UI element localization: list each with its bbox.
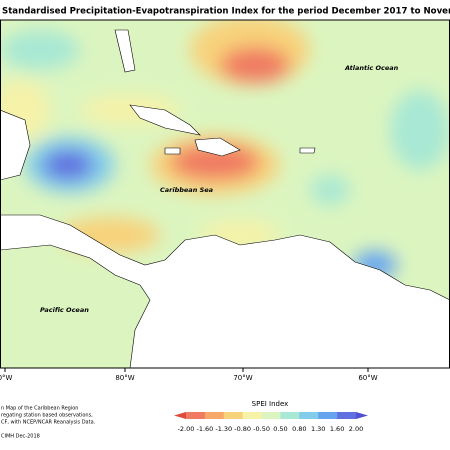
colorbar-label: 0.80 — [292, 425, 306, 433]
longitude-label: 80°W — [115, 374, 134, 382]
credit-line: regating station based observations, — [1, 413, 93, 419]
colorbar-arrow — [356, 412, 368, 419]
colorbar-label: -1.60 — [196, 425, 213, 433]
credit-line: CF, with NCEP/NCAR Reanalysis Data. — [1, 420, 96, 426]
longitude-label: 0°W — [0, 374, 13, 382]
colorbar-segment — [318, 412, 338, 419]
colorbar-segment — [261, 412, 281, 419]
puerto-rico — [299, 147, 316, 154]
colorbar-label: 0.50 — [273, 425, 287, 433]
colorbar-label: 2.00 — [349, 425, 363, 433]
colorbar: -2.00 -1.60 -1.30 -0.80 -0.50 0.50 0.80 1.30 1.6… — [174, 412, 368, 433]
central-south-america — [0, 214, 450, 368]
longitude-label: 70°W — [233, 374, 252, 382]
colorbar-label: 1.60 — [330, 425, 344, 433]
longitude-labels: 0°W 80°W 70°W 60°W — [0, 368, 378, 382]
ocean-label: Pacific Ocean — [40, 306, 89, 314]
colorbar-segment — [186, 412, 206, 419]
legend-title: SPEI Index — [252, 400, 289, 408]
colorbar-segment — [299, 412, 319, 419]
sea-label: Caribbean Sea — [160, 186, 213, 194]
map-title: Standardised Precipitation-Evapotranspir… — [2, 7, 450, 17]
florida — [114, 29, 136, 73]
colorbar-label: -0.50 — [253, 425, 270, 433]
hispaniola — [194, 137, 241, 157]
colorbar-label: 1.30 — [311, 425, 325, 433]
jamaica — [164, 147, 181, 155]
colorbar-segment — [204, 412, 225, 419]
credit-line: n Map of the Caribbean Region — [1, 406, 78, 412]
colorbar-label: -0.80 — [234, 425, 251, 433]
credit-line: CIMH Dec-2018 — [1, 434, 40, 440]
colorbar-segment — [242, 412, 262, 419]
land — [0, 29, 450, 368]
colorbar-arrow — [174, 412, 186, 419]
ocean-label: Atlantic Ocean — [344, 64, 399, 72]
colorbar-segment — [223, 412, 243, 419]
colorbar-segment — [337, 412, 357, 419]
colorbar-label: -2.00 — [178, 425, 195, 433]
cuba — [129, 104, 201, 136]
spei-field — [0, 20, 450, 279]
yucatan — [0, 109, 31, 181]
colorbar-label: -1.30 — [215, 425, 232, 433]
map-area: Atlantic Ocean Caribbean Sea Pacific Oce… — [0, 20, 450, 368]
longitude-label: 60°W — [358, 374, 377, 382]
colorbar-segment — [280, 412, 300, 419]
